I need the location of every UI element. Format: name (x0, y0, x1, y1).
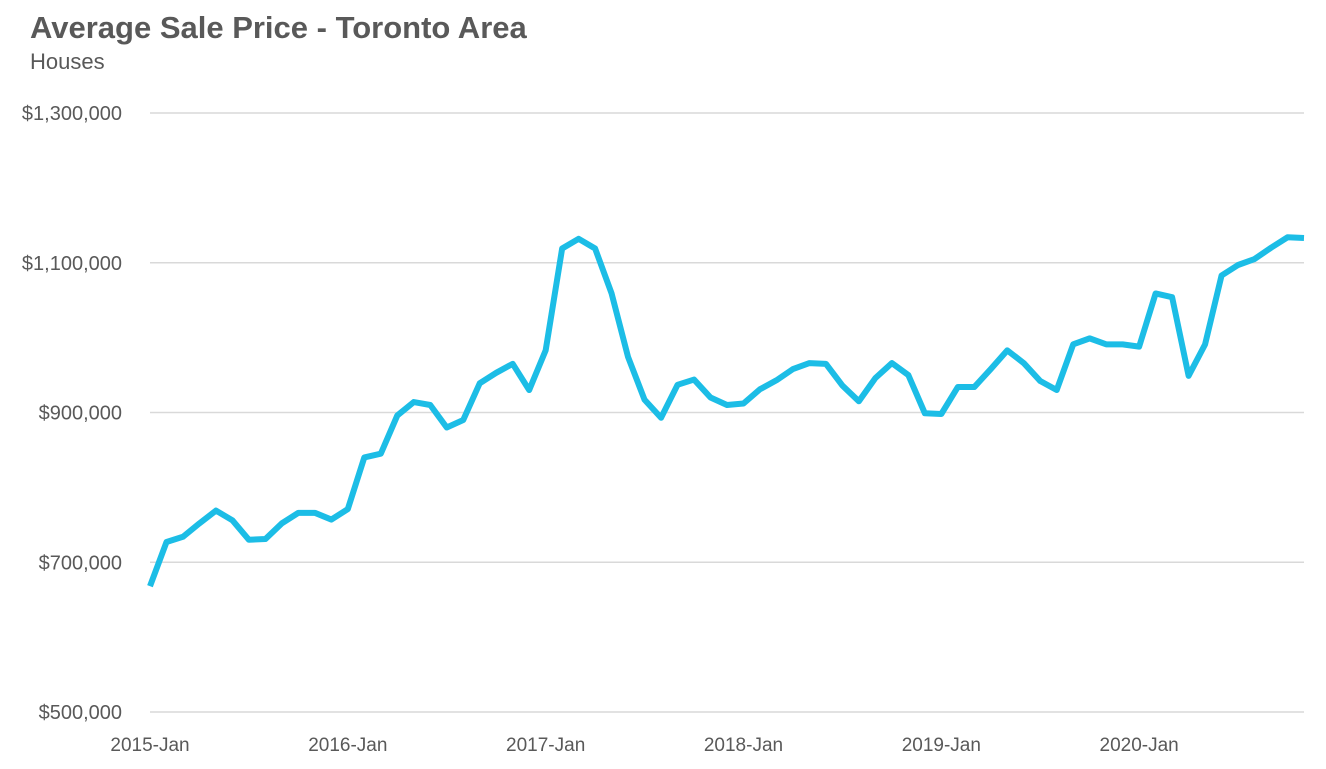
y-tick-label: $700,000 (39, 552, 122, 574)
x-tick-label: 2018-Jan (704, 735, 783, 756)
gridlines (150, 112, 1304, 713)
x-tick-label: 2017-Jan (506, 735, 585, 756)
x-tick-label: 2016-Jan (308, 735, 387, 756)
x-tick-label: 2019-Jan (902, 735, 981, 756)
x-axis-labels: 2015-Jan 2016-Jan 2017-Jan 2018-Jan 2019-Jan… (110, 735, 1178, 756)
y-tick-label: $1,300,000 (22, 103, 122, 125)
x-tick-label: 2020-Jan (1100, 735, 1179, 756)
series-layer (147, 234, 1305, 588)
chart-subtitle: Houses (30, 49, 105, 74)
chart-title: Average Sale Price - Toronto Area (30, 10, 527, 45)
y-tick-label: $1,100,000 (22, 253, 122, 275)
y-tick-label: $900,000 (39, 403, 122, 425)
y-tick-label: $500,000 (39, 702, 122, 724)
series-line (147, 234, 1305, 588)
x-tick-label: 2015-Jan (110, 735, 189, 756)
y-axis-labels: $500,000 $700,000 $900,000 $1,100,000 $1,300… (22, 103, 122, 724)
